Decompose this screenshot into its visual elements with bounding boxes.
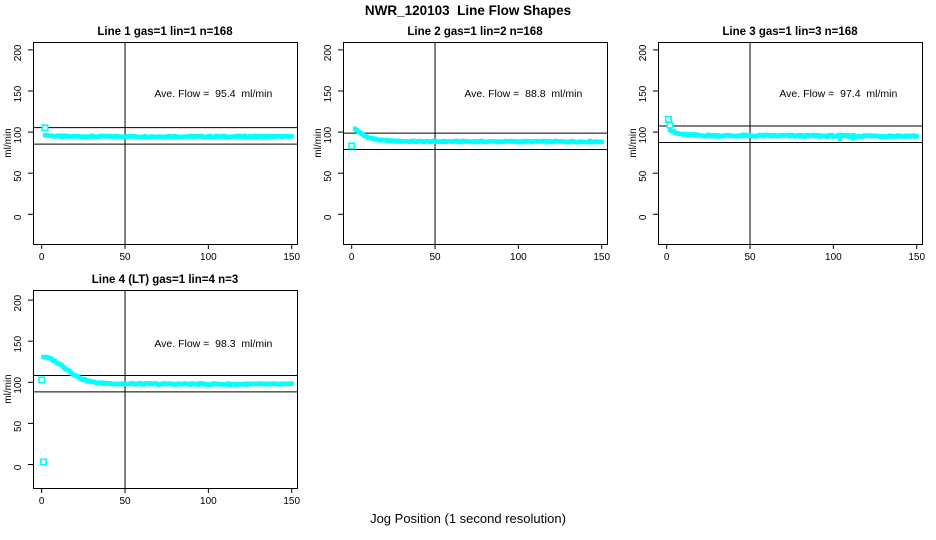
ave-flow-annotation: Ave. Flow = 88.8 ml/min xyxy=(464,88,582,100)
x-tick-label: 150 xyxy=(283,252,300,263)
data-point xyxy=(837,136,843,142)
y-axis-label: ml/min xyxy=(628,128,639,157)
outlier-point xyxy=(664,115,672,123)
figure-xlabel: Jog Position (1 second resolution) xyxy=(370,511,566,526)
x-tick-label: 150 xyxy=(283,496,300,507)
x-tick-label: 0 xyxy=(664,252,670,263)
y-tick-label: 200 xyxy=(323,44,334,61)
y-tick-label: 200 xyxy=(13,294,24,311)
plot-box xyxy=(343,42,608,245)
y-tick-label: 50 xyxy=(638,170,649,182)
x-tick-label: 0 xyxy=(39,496,45,507)
data-point xyxy=(914,133,919,139)
y-tick-label: 100 xyxy=(638,126,649,143)
y-tick-label: 200 xyxy=(13,44,24,61)
outlier-point xyxy=(38,376,46,384)
data-point xyxy=(599,139,604,144)
x-tick-label: 50 xyxy=(119,252,131,263)
y-tick-label: 150 xyxy=(638,85,649,102)
x-tick-label: 150 xyxy=(908,252,925,263)
outlier-point xyxy=(666,121,674,129)
data-point xyxy=(289,381,294,386)
y-tick-label: 150 xyxy=(323,85,334,102)
data-point xyxy=(851,136,856,141)
plot-box xyxy=(658,42,923,245)
x-tick-label: 150 xyxy=(593,252,610,263)
y-tick-label: 100 xyxy=(13,126,24,143)
y-axis-label: ml/min xyxy=(3,374,14,403)
outlier-point xyxy=(348,142,356,150)
panel-title: Line 1 gas=1 lin=1 n=168 xyxy=(97,26,233,38)
data-point xyxy=(289,133,294,139)
y-tick-label: 50 xyxy=(13,420,24,432)
panel-title: Line 4 (LT) gas=1 lin=4 n=3 xyxy=(92,274,238,286)
panel-title: Line 2 gas=1 lin=2 n=168 xyxy=(407,26,543,38)
y-tick-label: 50 xyxy=(323,170,334,182)
ave-flow-annotation: Ave. Flow = 98.3 ml/min xyxy=(154,338,272,350)
x-tick-label: 0 xyxy=(349,252,355,263)
y-tick-label: 0 xyxy=(323,214,334,220)
y-tick-label: 150 xyxy=(13,335,24,352)
y-tick-label: 100 xyxy=(13,377,24,394)
ave-flow-annotation: Ave. Flow = 97.4 ml/min xyxy=(779,88,897,100)
y-tick-label: 100 xyxy=(323,126,334,143)
y-tick-label: 150 xyxy=(13,85,24,102)
panel-line-3: Line 3 gas=1 lin=3 n=168 0 50 100 150 200 0 50 1… xyxy=(628,26,925,263)
y-axis-label: ml/min xyxy=(3,128,14,157)
y-axis-label: ml/min xyxy=(313,128,324,157)
x-tick-label: 100 xyxy=(200,252,217,263)
y-tick-label: 0 xyxy=(13,464,24,470)
outlier-point xyxy=(39,458,47,466)
panel-line-4: Line 4 (LT) gas=1 lin=4 n=3 0 50 100 150 200 0… xyxy=(3,274,300,507)
plot-box xyxy=(33,290,298,489)
x-tick-label: 100 xyxy=(825,252,842,263)
outlier-point xyxy=(41,124,49,132)
x-tick-label: 50 xyxy=(119,496,131,507)
x-tick-label: 50 xyxy=(744,252,756,263)
x-tick-label: 100 xyxy=(200,496,217,507)
x-tick-label: 50 xyxy=(429,252,441,263)
y-tick-label: 0 xyxy=(13,214,24,220)
y-tick-label: 0 xyxy=(638,214,649,220)
figure-title: NWR_120103 Line Flow Shapes xyxy=(364,3,572,18)
x-tick-label: 0 xyxy=(39,252,45,263)
ave-flow-annotation: Ave. Flow = 95.4 ml/min xyxy=(154,88,272,100)
panel-line-1: Line 1 gas=1 lin=1 n=168 0 50 100 150 200 0 50 1… xyxy=(3,26,300,263)
plot-box xyxy=(33,42,298,245)
y-tick-label: 200 xyxy=(638,44,649,61)
y-tick-label: 50 xyxy=(13,170,24,182)
panel-title: Line 3 gas=1 lin=3 n=168 xyxy=(722,26,858,38)
panel-line-2: Line 2 gas=1 lin=2 n=168 0 50 100 150 200 0 50 1… xyxy=(313,26,610,263)
x-tick-label: 100 xyxy=(510,252,527,263)
